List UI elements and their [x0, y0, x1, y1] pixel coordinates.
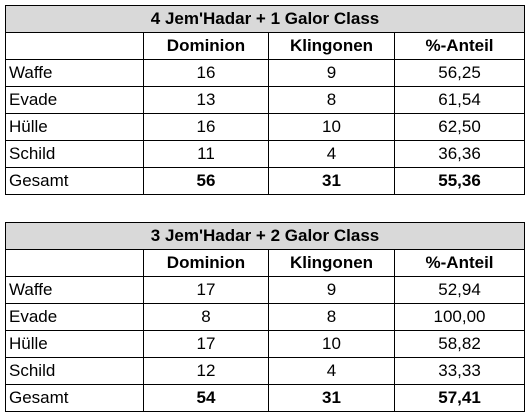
row-label: Evade [5, 303, 144, 331]
cell-klingonen: 8 [268, 303, 395, 331]
cell-anteil: 33,33 [393, 357, 526, 385]
table-row: Waffe 17 9 52,94 [5, 276, 526, 304]
cell-anteil: 100,00 [393, 303, 526, 331]
table-row: Evade 8 8 100,00 [5, 303, 526, 331]
row-label: Schild [5, 140, 144, 168]
cell-dominion: 13 [143, 86, 269, 114]
total-anteil: 55,36 [393, 167, 526, 195]
cell-dominion: 17 [143, 330, 269, 358]
header-cell-empty [5, 32, 144, 60]
table-row: Evade 13 8 61,54 [5, 86, 526, 114]
total-dominion: 56 [143, 167, 269, 195]
stats-table-1: 4 Jem'Hadar + 1 Galor Class Dominion Kli… [4, 5, 526, 195]
cell-dominion: 17 [143, 276, 269, 304]
table-header-row: Dominion Klingonen %-Anteil [5, 32, 526, 60]
cell-dominion: 12 [143, 357, 269, 385]
cell-klingonen: 4 [268, 140, 395, 168]
cell-anteil: 58,82 [393, 330, 526, 358]
cell-klingonen: 10 [268, 330, 395, 358]
total-row: Gesamt 56 31 55,36 [5, 167, 526, 195]
cell-klingonen: 8 [268, 86, 395, 114]
stats-table-2: 3 Jem'Hadar + 2 Galor Class Dominion Kli… [4, 222, 526, 412]
table-row: Schild 12 4 33,33 [5, 357, 526, 385]
total-klingonen: 31 [268, 167, 395, 195]
cell-klingonen: 4 [268, 357, 395, 385]
cell-dominion: 16 [143, 113, 269, 141]
table-title: 4 Jem'Hadar + 1 Galor Class [4, 5, 526, 33]
cell-klingonen: 9 [268, 59, 395, 87]
total-klingonen: 31 [268, 384, 395, 412]
cell-dominion: 11 [143, 140, 269, 168]
table-row: Schild 11 4 36,36 [5, 140, 526, 168]
header-cell-empty [5, 249, 144, 277]
row-label: Hülle [5, 113, 144, 141]
row-label: Schild [5, 357, 144, 385]
header-anteil: %-Anteil [393, 32, 526, 60]
total-dominion: 54 [143, 384, 269, 412]
total-label: Gesamt [5, 167, 144, 195]
cell-anteil: 61,54 [393, 86, 526, 114]
total-anteil: 57,41 [393, 384, 526, 412]
row-label: Waffe [5, 276, 144, 304]
cell-anteil: 62,50 [393, 113, 526, 141]
total-row: Gesamt 54 31 57,41 [5, 384, 526, 412]
table-row: Hülle 17 10 58,82 [5, 330, 526, 358]
table-title-row: 3 Jem'Hadar + 2 Galor Class [4, 222, 526, 250]
header-anteil: %-Anteil [393, 249, 526, 277]
row-label: Hülle [5, 330, 144, 358]
cell-anteil: 56,25 [393, 59, 526, 87]
row-label: Waffe [5, 59, 144, 87]
total-label: Gesamt [5, 384, 144, 412]
row-label: Evade [5, 86, 144, 114]
table-row: Waffe 16 9 56,25 [5, 59, 526, 87]
table-row: Hülle 16 10 62,50 [5, 113, 526, 141]
table-title-row: 4 Jem'Hadar + 1 Galor Class [4, 5, 526, 33]
table-header-row: Dominion Klingonen %-Anteil [5, 249, 526, 277]
header-klingonen: Klingonen [268, 249, 395, 277]
cell-dominion: 16 [143, 59, 269, 87]
header-dominion: Dominion [143, 32, 269, 60]
header-klingonen: Klingonen [268, 32, 395, 60]
cell-dominion: 8 [143, 303, 269, 331]
table-title: 3 Jem'Hadar + 2 Galor Class [4, 222, 526, 250]
cell-anteil: 52,94 [393, 276, 526, 304]
cell-klingonen: 9 [268, 276, 395, 304]
cell-klingonen: 10 [268, 113, 395, 141]
header-dominion: Dominion [143, 249, 269, 277]
cell-anteil: 36,36 [393, 140, 526, 168]
